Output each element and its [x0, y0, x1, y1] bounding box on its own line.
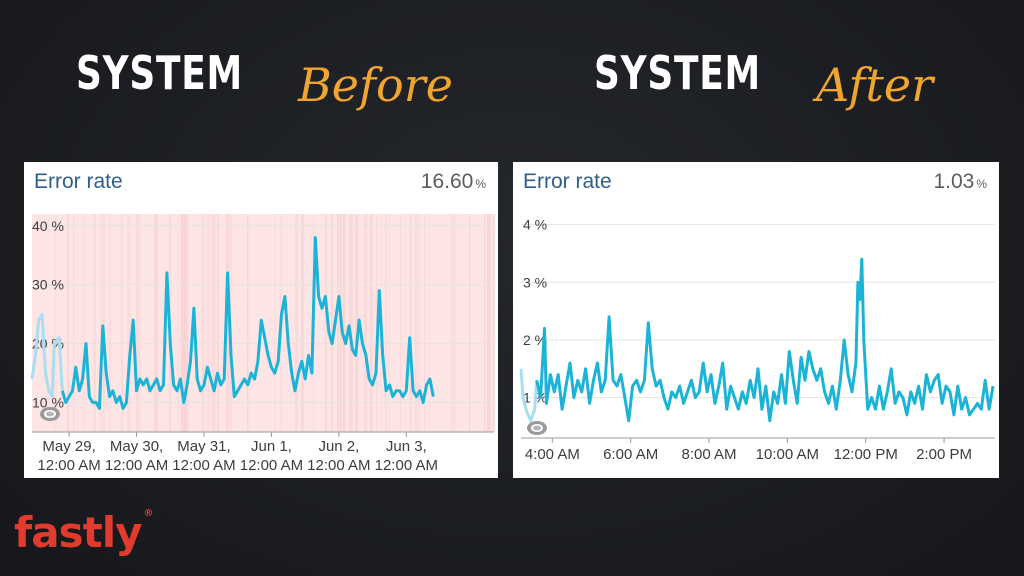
series-line-faded	[30, 312, 64, 399]
x-tick-label: 6:00 AM	[603, 446, 658, 463]
error-band	[136, 214, 140, 432]
error-band	[301, 214, 304, 432]
x-tick-label-time: 12:00 AM	[172, 457, 235, 474]
error-band	[349, 214, 353, 432]
logo-text: fastly	[14, 508, 142, 557]
x-tick-label: 2:00 PM	[916, 446, 972, 463]
y-tick-label: 40 %	[32, 218, 64, 234]
x-tick-label-date: May 31,	[177, 438, 230, 455]
y-tick-label: 4 %	[523, 217, 547, 233]
y-tick-label: 3 %	[523, 274, 547, 290]
error-band	[82, 214, 85, 432]
error-band	[121, 214, 124, 432]
error-band	[331, 214, 334, 432]
error-band	[370, 214, 373, 432]
x-tick-label: 10:00 AM	[756, 446, 819, 463]
error-band	[415, 214, 418, 432]
x-tick-label-time: 12:00 AM	[37, 457, 100, 474]
error-band	[493, 214, 496, 432]
y-tick-label: 30 %	[32, 277, 64, 293]
heading-before: SYSTEM Before	[76, 46, 453, 116]
y-tick-label: 10 %	[32, 395, 64, 411]
error-band	[217, 214, 219, 432]
error-band	[274, 214, 276, 432]
series-line	[535, 257, 995, 423]
x-tick-label: 8:00 AM	[682, 446, 737, 463]
current-value-after-unit: %	[976, 177, 987, 191]
error-band	[205, 214, 208, 432]
error-band	[202, 214, 204, 432]
current-value-before-number: 16.60	[420, 170, 474, 193]
error-band	[295, 214, 299, 432]
error-band	[73, 214, 75, 432]
current-value-before-unit: %	[475, 177, 486, 191]
x-tick-label-time: 12:00 AM	[307, 457, 370, 474]
error-band	[469, 214, 471, 432]
current-value-after-number: 1.03	[933, 170, 975, 193]
x-tick-label-time: 12:00 AM	[375, 457, 438, 474]
heading-before-script: Before	[298, 58, 453, 112]
error-band	[451, 214, 454, 432]
error-band	[487, 214, 491, 432]
legend-marker-icon	[527, 421, 547, 435]
error-band	[109, 214, 111, 432]
error-band	[337, 214, 340, 432]
error-band	[94, 214, 96, 432]
error-band	[355, 214, 359, 432]
error-band	[385, 214, 387, 432]
chart-panel-before: Error rate 16.60% 40 % 30 % 20 % 10 % May 29…	[24, 162, 498, 478]
heading-after-script: After	[816, 58, 934, 112]
current-value-before: 16.60%	[421, 170, 486, 194]
error-band	[187, 214, 189, 432]
x-tick-label-date: May 29,	[42, 438, 95, 455]
error-band	[208, 214, 210, 432]
error-band	[400, 214, 402, 432]
error-band	[388, 214, 390, 432]
x-tick-label-date: May 30,	[110, 438, 163, 455]
error-band	[211, 214, 215, 432]
error-band	[214, 214, 216, 432]
x-tick-label-time: 12:00 AM	[105, 457, 168, 474]
logo-registered-mark: ®	[143, 508, 154, 519]
fastly-logo: fastly ®	[14, 508, 153, 557]
error-band	[178, 214, 180, 432]
error-band	[454, 214, 457, 432]
error-band	[184, 214, 188, 432]
error-band	[424, 214, 426, 432]
series-line-faded	[519, 368, 539, 423]
error-band	[343, 214, 346, 432]
chart-title-before: Error rate	[34, 170, 123, 193]
y-tick-label: 2 %	[523, 332, 547, 348]
x-tick-label: 12:00 PM	[834, 446, 898, 463]
legend-marker-icon	[40, 407, 60, 421]
x-tick-label-time: 12:00 AM	[240, 457, 303, 474]
x-tick-label-date: Jun 1,	[251, 438, 292, 455]
x-tick-label-date: Jun 3,	[386, 438, 427, 455]
error-band	[154, 214, 158, 432]
error-band	[55, 214, 57, 432]
heading-before-word: SYSTEM	[76, 46, 244, 100]
error-band	[139, 214, 141, 432]
x-tick-label-date: Jun 2,	[318, 438, 359, 455]
error-band	[418, 214, 421, 432]
error-band	[364, 214, 367, 432]
error-band	[247, 214, 249, 432]
chart-panel-after: Error rate 1.03% 4 % 3 % 2 % 1 % 4:00 AM 6:00…	[513, 162, 999, 478]
error-band	[181, 214, 185, 432]
error-band	[484, 214, 486, 432]
error-band	[325, 214, 328, 432]
error-band	[409, 214, 413, 432]
series-line	[60, 236, 435, 410]
chart-after-svg: 4 %3 %2 %1 %4:00 AM 6:00 AM 8:00 AM 10:00 A…	[519, 217, 995, 463]
x-tick-label: 4:00 AM	[525, 446, 580, 463]
error-band	[100, 214, 103, 432]
error-band	[103, 214, 105, 432]
error-band	[67, 214, 70, 432]
error-band	[127, 214, 131, 432]
chart-title-after: Error rate	[523, 170, 612, 193]
heading-after-word: SYSTEM	[594, 46, 762, 100]
heading-after: SYSTEM After	[594, 46, 933, 116]
current-value-after: 1.03%	[933, 170, 987, 194]
